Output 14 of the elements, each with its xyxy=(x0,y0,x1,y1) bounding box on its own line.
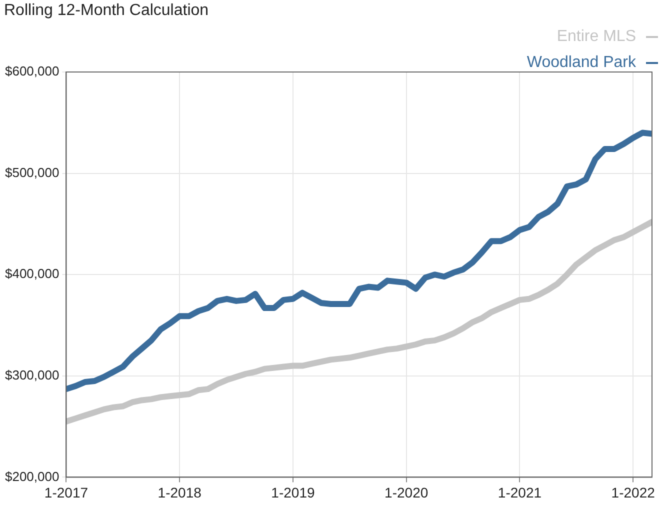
y-tick-label: $400,000 xyxy=(4,266,60,282)
y-tick-label: $500,000 xyxy=(4,164,60,180)
legend-label: Entire MLS xyxy=(556,28,636,46)
x-tick-label: 1-2020 xyxy=(384,484,428,500)
y-tick-label: $600,000 xyxy=(4,64,60,79)
x-tick-label: 1-2018 xyxy=(158,484,202,500)
x-tick-label: 1-2017 xyxy=(44,484,88,500)
x-tick-label: 1-2019 xyxy=(271,484,315,500)
y-tick-label: $200,000 xyxy=(4,468,60,484)
x-tick-label: 1-2022 xyxy=(611,484,656,500)
chart-title: Rolling 12-Month Calculation xyxy=(4,2,209,20)
legend-label: Woodland Park xyxy=(526,54,636,72)
y-tick-label: $300,000 xyxy=(4,367,60,382)
x-tick-label: 1-2021 xyxy=(498,484,542,500)
